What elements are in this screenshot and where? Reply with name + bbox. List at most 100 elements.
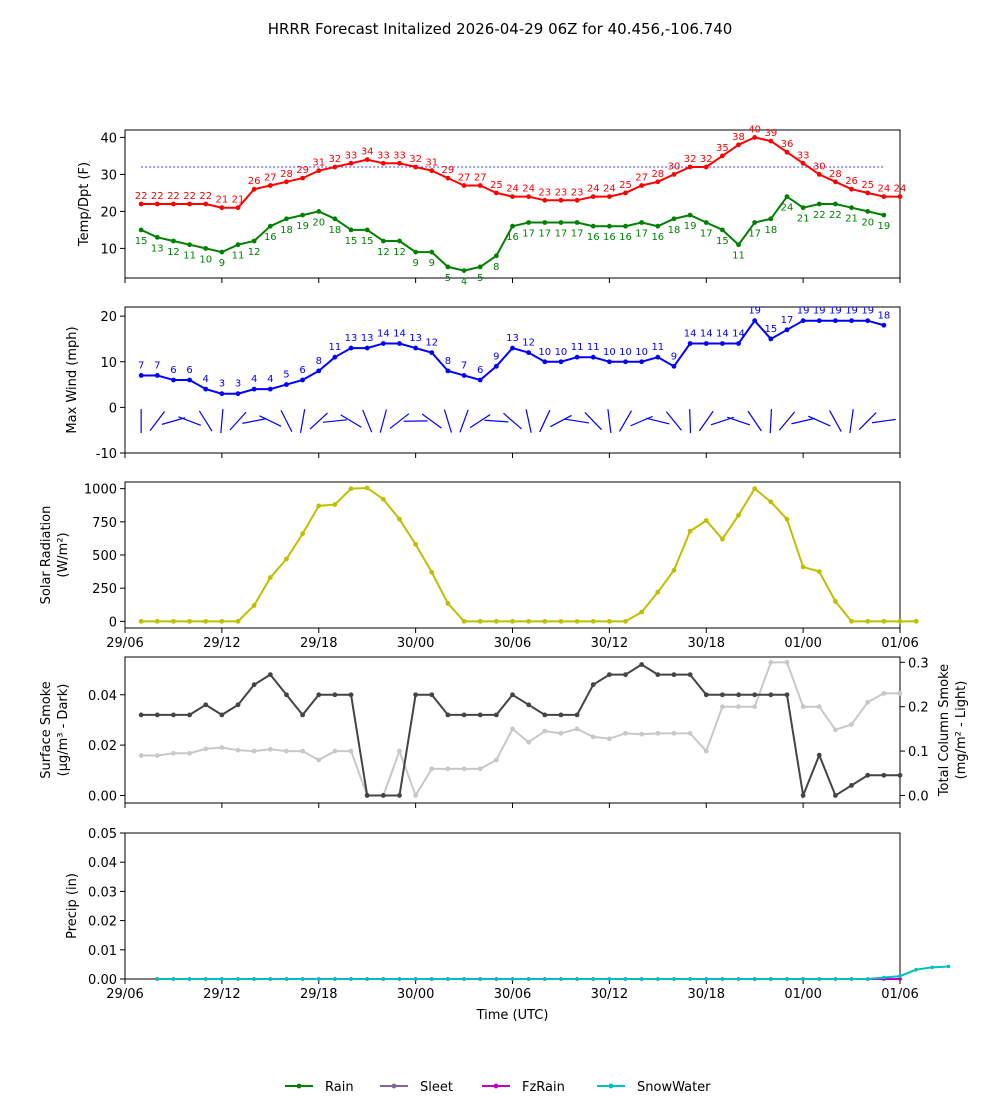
y-axis-label: Max Wind (mph) (65, 326, 80, 433)
wind-barb (646, 417, 670, 425)
wind-barb (280, 410, 293, 433)
temperature-data-label: 27 (635, 173, 648, 184)
max-wind-data-label: 6 (186, 365, 192, 376)
wind-barb (584, 412, 602, 431)
solar-radiation-point (380, 496, 386, 502)
max-wind-point (687, 341, 693, 346)
dewpoint-data-label: 11 (183, 251, 196, 262)
wind-barb (242, 418, 267, 424)
max-wind-data-label: 14 (732, 329, 745, 340)
temperature-point (849, 186, 854, 192)
surface-smoke-point (510, 692, 515, 698)
x-tick-label: 29/06 (106, 987, 143, 1002)
surface-smoke-point (800, 793, 806, 798)
x-tick-label: 30/06 (494, 987, 531, 1002)
dewpoint-point (606, 223, 612, 229)
dewpoint-data-label: 8 (493, 262, 499, 273)
temperature-point (833, 179, 838, 185)
temperature-point (429, 168, 435, 174)
y-axis-label: Surface Smoke (39, 681, 54, 779)
total-column-smoke-point (397, 748, 402, 754)
temperature-point (865, 190, 871, 196)
temperature-data-label: 34 (361, 147, 374, 158)
snowwater-precip-point (720, 977, 725, 981)
total-column-smoke-point (736, 704, 741, 710)
surface-smoke-point (558, 712, 564, 718)
solar-radiation-point (316, 503, 322, 509)
solar-radiation-point (574, 618, 580, 624)
max-wind-point (397, 341, 402, 346)
max-wind-data-label: 15 (764, 324, 777, 335)
wind-barb (539, 409, 551, 433)
surface-smoke-point (623, 672, 628, 678)
max-wind-point (300, 377, 306, 383)
solar-radiation-point (251, 603, 257, 608)
max-wind-data-label: 14 (377, 329, 390, 340)
legend: Rain Sleet FzRain SnowWater (285, 1080, 711, 1095)
max-wind-data-label: 10 (619, 347, 632, 358)
temperature-point (703, 164, 709, 170)
max-wind-point (816, 318, 822, 324)
max-wind-point (752, 318, 758, 324)
max-wind-data-label: 9 (493, 351, 499, 362)
temperature-point (364, 157, 370, 163)
wind-barb (484, 419, 509, 423)
wind-barb (565, 418, 590, 424)
temperature-data-label: 28 (829, 169, 842, 180)
solar-radiation-point (397, 516, 402, 522)
surface-smoke-point (251, 682, 257, 688)
surface-smoke-point (849, 782, 854, 788)
y-axis-label: (µg/m³ - Dark) (56, 684, 71, 777)
snowwater-precip-point (898, 974, 902, 978)
solar-radiation-point (768, 499, 774, 505)
snowwater-precip-point (333, 977, 337, 981)
surface-smoke-point (154, 712, 160, 718)
dewpoint-data-label: 15 (345, 236, 358, 247)
total-column-smoke-point (493, 757, 499, 763)
x-tick-label: 01/00 (784, 636, 821, 651)
y-tick-label: 0.05 (88, 827, 117, 842)
total-column-smoke-point (138, 753, 144, 758)
dewpoint-point (284, 216, 289, 222)
dewpoint-point (655, 223, 661, 229)
temperature-point (251, 186, 257, 192)
y-tick-label: 0.01 (88, 944, 117, 959)
max-wind-data-label: 13 (506, 333, 519, 344)
surface-smoke-point (348, 692, 354, 698)
y-tick-label: 0.00 (88, 973, 117, 988)
wind-barb (421, 413, 442, 429)
wind-barb (858, 412, 877, 430)
dewpoint-point (639, 220, 645, 225)
dewpoint-point (558, 220, 564, 225)
total-column-smoke-point (300, 748, 306, 754)
max-wind-point (510, 345, 515, 351)
max-wind-data-label: 19 (845, 306, 858, 317)
snowwater-precip-line (157, 965, 949, 980)
total-column-smoke-point (235, 747, 241, 753)
dewpoint-data-label: 11 (732, 251, 745, 262)
temperature-point (300, 175, 306, 181)
max-wind-data-label: 18 (877, 310, 890, 321)
max-wind-data-label: 10 (603, 347, 616, 358)
max-wind-data-label: 5 (283, 370, 289, 381)
dewpoint-point (623, 223, 628, 229)
surface-smoke-point (461, 712, 467, 718)
temperature-point (768, 138, 774, 144)
temperature-point (542, 197, 548, 203)
solar-radiation-point (736, 512, 741, 518)
surface-smoke-point (203, 702, 209, 708)
wind-barb (322, 419, 347, 423)
surface-smoke-point (897, 772, 903, 778)
surface-smoke-point (171, 712, 176, 718)
temperature-point (397, 160, 402, 166)
solar-radiation-point (719, 536, 725, 542)
snowwater-precip-point (429, 977, 434, 981)
max-wind-point (800, 318, 806, 324)
surface-smoke-point (719, 692, 725, 698)
x-tick-label: 01/06 (881, 636, 918, 651)
solar-radiation-point (348, 486, 354, 492)
snowwater-precip-point (526, 977, 531, 981)
max-wind-data-label: 7 (138, 360, 144, 371)
dewpoint-point (171, 238, 176, 244)
solar-radiation-point (671, 567, 677, 573)
